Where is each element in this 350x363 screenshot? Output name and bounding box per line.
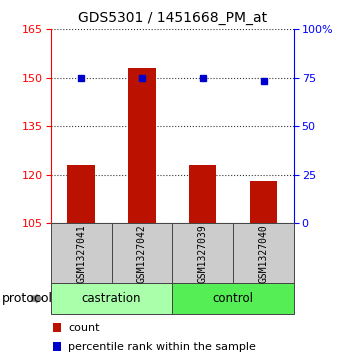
- Title: GDS5301 / 1451668_PM_at: GDS5301 / 1451668_PM_at: [78, 11, 267, 25]
- Text: GSM1327040: GSM1327040: [259, 224, 268, 282]
- Bar: [128, 68, 156, 223]
- Text: protocol: protocol: [2, 292, 53, 305]
- Text: percentile rank within the sample: percentile rank within the sample: [68, 342, 256, 352]
- Text: GSM1327042: GSM1327042: [137, 224, 147, 282]
- Bar: [250, 181, 277, 223]
- Text: count: count: [68, 323, 100, 333]
- Text: GSM1327039: GSM1327039: [198, 224, 208, 282]
- Text: control: control: [213, 292, 254, 305]
- Text: GSM1327041: GSM1327041: [76, 224, 86, 282]
- Text: castration: castration: [82, 292, 141, 305]
- Bar: [68, 165, 95, 223]
- Bar: [189, 165, 216, 223]
